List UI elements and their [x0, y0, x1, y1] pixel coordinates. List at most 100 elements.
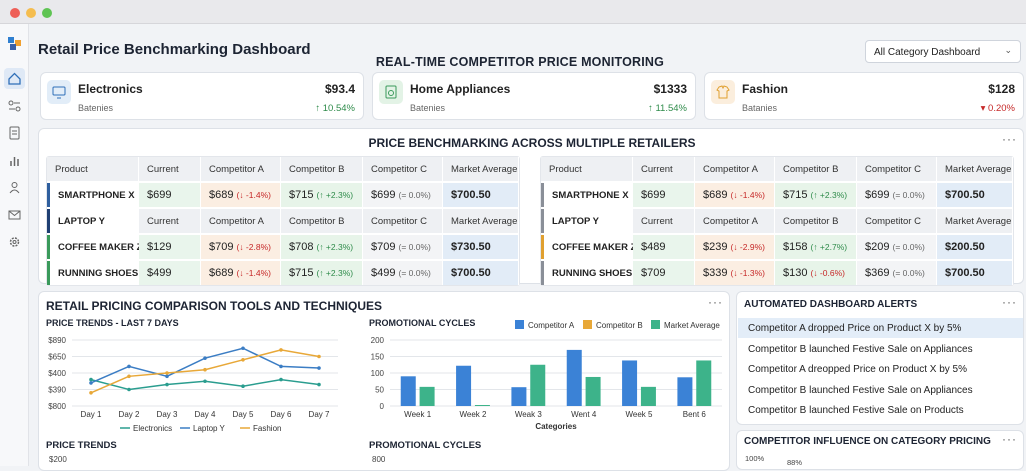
price-cell: $689 (↓ -1.4%)	[201, 261, 281, 285]
kpi-value: $1333	[653, 82, 687, 96]
column-header: Current	[633, 157, 695, 181]
price-cell: $158 (↑ +2.7%)	[775, 235, 857, 259]
logo	[8, 37, 21, 50]
column-header: Market Average	[443, 157, 519, 181]
maximize-button[interactable]	[42, 8, 52, 18]
more-menu[interactable]: ···	[708, 295, 723, 309]
more-menu[interactable]: ···	[1002, 132, 1017, 146]
kpi-source: Batenies	[410, 103, 446, 113]
table-cell: $489	[633, 235, 695, 259]
price-cell: $708 (↑ +2.3%)	[281, 235, 363, 259]
kpi-name: Fashion	[742, 82, 789, 96]
page-title: Retail Price Benchmarking Dashboard	[38, 41, 311, 58]
benchmark-table: Product Current Competitor A Competitor B Co…	[540, 156, 1014, 286]
price-cell: $715 (↑ +2.3%)	[775, 183, 857, 207]
table-cell: $700.50	[443, 261, 519, 285]
alert-item[interactable]: Competitor B launched Festive Sale on Ap…	[748, 343, 973, 355]
table-cell: $699	[139, 183, 201, 207]
kpi-source: Batenies	[78, 103, 114, 113]
product-name: RUNNING SHOES W	[541, 261, 644, 285]
more-menu[interactable]: ···	[1002, 432, 1017, 446]
nav-reports[interactable]	[4, 122, 25, 143]
table-cell: $700.50	[443, 183, 519, 207]
minimize-button[interactable]	[26, 8, 36, 18]
kpi-icon	[47, 80, 71, 104]
price-cell: $699 (= 0.0%)	[857, 183, 937, 207]
column-header: Competitor C	[857, 157, 937, 181]
nav-home[interactable]	[4, 68, 25, 89]
price: $709	[371, 241, 396, 253]
price-cell: $715 (↑ +2.3%)	[281, 261, 363, 285]
alert-item[interactable]: Competitor B launched Festive Sale on Pr…	[748, 405, 964, 416]
table-cell: $699	[633, 183, 695, 207]
tools-title: RETAIL PRICING COMPARISON TOOLS AND TECH…	[46, 299, 383, 313]
alert-item[interactable]: Competitor A dreopped Price on Product X…	[748, 364, 968, 375]
table-cell: Competitor A	[695, 209, 775, 233]
nav-messages[interactable]	[4, 204, 25, 225]
price-change: (↓ -1.4%)	[730, 190, 765, 200]
product-name: SMARTPHONE X	[541, 183, 633, 207]
price: $689	[209, 267, 234, 279]
column-header: Competitor B	[281, 157, 363, 181]
price-cell: $689 (↓ -1.4%)	[695, 183, 775, 207]
price-cell: $709 (↓ -2.8%)	[201, 235, 281, 259]
price-cell: $130 (↓ -0.6%)	[775, 261, 857, 285]
alert-item[interactable]: Competitor A dropped Price on Product X …	[738, 318, 1023, 338]
product-name: SMARTPHONE X	[47, 183, 139, 207]
product-name: COFFEE MAKER Z	[47, 235, 142, 259]
kpi-card: Fashion Batanies $128 ▾ 0.20%	[704, 72, 1024, 120]
window-titlebar	[0, 0, 1026, 24]
price-change: (= 0.0%)	[892, 242, 925, 252]
kpi-icon	[711, 80, 735, 104]
nav-settings[interactable]	[4, 231, 25, 252]
column-header: Competitor A	[201, 157, 281, 181]
influence-panel: COMPETITOR INFLUENCE ON CATEGORY PRICING…	[736, 430, 1024, 470]
price: $499	[371, 267, 396, 279]
nav-analytics[interactable]	[4, 150, 25, 171]
table-cell: Competitor C	[857, 209, 937, 233]
kpi-icon	[379, 80, 403, 104]
price-change: (= 0.0%)	[398, 242, 431, 252]
column-header: Product	[541, 157, 633, 181]
price-change: (= 0.0%)	[398, 268, 431, 278]
column-header: Competitor C	[363, 157, 443, 181]
kpi-value: $128	[988, 82, 1015, 96]
table-cell: $709	[633, 261, 695, 285]
dropdown-chevron: ⌄	[1004, 45, 1012, 55]
alert-item[interactable]: Competitor B launched Festive Sale on Ap…	[748, 384, 973, 396]
table-cell: $730.50	[443, 235, 519, 259]
price-change: (↑ +2.3%)	[316, 242, 354, 252]
price-cell: $709 (= 0.0%)	[363, 235, 443, 259]
kpi-change: ▾ 0.20%	[980, 103, 1015, 114]
kpi-card: Home Appliances Batenies $1333 ↑ 11.54%	[372, 72, 696, 120]
price-cell: $715 (↑ +2.3%)	[281, 183, 363, 207]
subchart-tick: $200	[49, 455, 67, 464]
influence-title: COMPETITOR INFLUENCE ON CATEGORY PRICING	[744, 436, 991, 447]
nav-filters[interactable]	[4, 95, 25, 116]
nav-users[interactable]	[4, 177, 25, 198]
category-dropdown[interactable]: All Category Dashboard ⌄	[865, 40, 1021, 63]
alerts-title: AUTOMATED DASHBOARD ALERTS	[744, 299, 918, 310]
kpi-source: Batanies	[742, 103, 778, 113]
price-change: (↓ -0.6%)	[810, 268, 845, 278]
price-change: (= 0.0%)	[892, 190, 925, 200]
price-change: (↓ -1.4%)	[236, 268, 271, 278]
price-change: (↓ -2.9%)	[730, 242, 765, 252]
dropdown-label: All Category Dashboard	[874, 47, 981, 58]
price: $689	[209, 189, 234, 201]
kpi-value: $93.4	[324, 82, 355, 96]
sidebar	[0, 24, 29, 466]
table-cell: $700.50	[937, 183, 1013, 207]
price-cell: $209 (= 0.0%)	[857, 235, 937, 259]
price-change: (= 0.0%)	[892, 268, 925, 278]
close-button[interactable]	[10, 8, 20, 18]
table-cell: Competitor B	[775, 209, 857, 233]
column-header: Current	[139, 157, 201, 181]
price-change: (= 0.0%)	[398, 190, 431, 200]
subchart-title: PROMOTIONAL CYCLES	[369, 440, 482, 451]
more-menu[interactable]: ···	[1002, 295, 1017, 309]
tools-panel: RETAIL PRICING COMPARISON TOOLS AND TECH…	[38, 291, 730, 471]
influence-label: 88%	[787, 458, 803, 467]
price: $239	[703, 241, 728, 253]
subchart-tick: 800	[372, 455, 386, 464]
